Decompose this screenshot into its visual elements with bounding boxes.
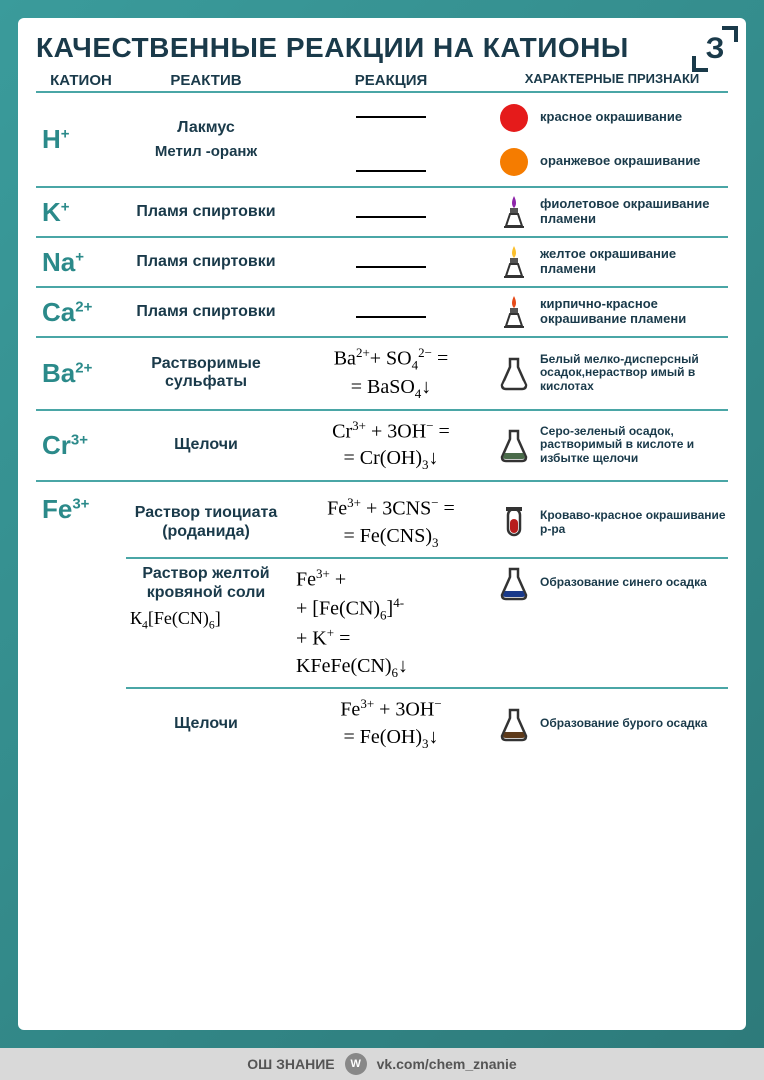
cation-label: Ba2+ bbox=[36, 358, 126, 389]
table-row: Fe3+ Раствор тиоциата (роданида) Fe3+ + … bbox=[36, 480, 728, 764]
flask-icon bbox=[496, 565, 532, 601]
reagent-cell: Раствор желтой кровяной соли К4[Fe(CN)6] bbox=[126, 565, 286, 631]
sign: оранжевое окрашивание bbox=[496, 144, 728, 180]
table-header-row: КАТИОН РЕАКТИВ РЕАКЦИЯ ХАРАКТЕРНЫЕ ПРИЗН… bbox=[36, 70, 728, 91]
table-row: Cr3+ Щелочи Cr3+ + 3OH− == Cr(OH)3↓ Серо… bbox=[36, 409, 728, 480]
sign: кирпично-красное окрашивание пламени bbox=[496, 294, 728, 330]
sign: Образование синего осадка bbox=[496, 565, 728, 601]
vk-icon: W bbox=[345, 1053, 367, 1075]
page-title: КАЧЕСТВЕННЫЕ РЕАКЦИИ НА КАТИОНЫ bbox=[36, 32, 728, 64]
reagent-cell: Пламя спиртовки bbox=[126, 203, 286, 221]
reagent-formula: К4[Fe(CN)6] bbox=[126, 608, 286, 632]
sign-text: Образование бурого осадка bbox=[540, 717, 707, 731]
footer: ОШ ЗНАНИЕ W vk.com/chem_znanie bbox=[0, 1048, 764, 1080]
reagent-text: Раствор желтой кровяной соли bbox=[126, 565, 286, 602]
table-row: Ba2+ Растворимые сульфаты Ba2++ SO42− ==… bbox=[36, 336, 728, 409]
dash-icon bbox=[356, 116, 426, 118]
reagent-cell: Пламя спиртовки bbox=[126, 253, 286, 271]
sign-text: Белый мелко-дисперсный осадок,нераствор … bbox=[540, 353, 728, 394]
sign: красное окрашивание bbox=[496, 100, 728, 136]
sign: желтое окрашивание пламени bbox=[496, 244, 728, 280]
burner-icon bbox=[496, 194, 532, 230]
reaction-cell bbox=[286, 299, 496, 326]
reaction-cell: Fe3+ ++ [Fe(CN)6]4-+ K+ =KFeFe(CN)6↓ bbox=[286, 565, 496, 681]
sub-row: Раствор тиоциата (роданида) Fe3+ + 3CNS−… bbox=[126, 488, 728, 557]
card: З КАЧЕСТВЕННЫЕ РЕАКЦИИ НА КАТИОНЫ КАТИОН… bbox=[18, 18, 746, 1030]
burner-icon bbox=[496, 244, 532, 280]
fe-subgroup: Раствор тиоциата (роданида) Fe3+ + 3CNS−… bbox=[126, 488, 728, 758]
sign-text: Серо-зеленый осадок, растворимый в кисло… bbox=[540, 425, 728, 466]
cation-label: Na+ bbox=[36, 247, 126, 278]
reaction-cell: Ba2++ SO42− == BaSO4↓ bbox=[286, 344, 496, 403]
sign-text: желтое окрашивание пламени bbox=[540, 247, 728, 277]
header-reaction: РЕАКЦИЯ bbox=[286, 72, 496, 89]
sign-text: красное окрашивание bbox=[540, 110, 682, 125]
cation-label: K+ bbox=[36, 197, 126, 228]
sign-text: Образование синего осадка bbox=[540, 576, 707, 590]
reagent-text: Лакмус bbox=[126, 119, 286, 137]
sign: Серо-зеленый осадок, растворимый в кисло… bbox=[496, 425, 728, 466]
sign-text: фиолетовое окрашивание пламени bbox=[540, 197, 728, 227]
dash-icon bbox=[356, 316, 426, 318]
reaction-cell: Fe3+ + 3CNS− == Fe(CNS)3 bbox=[286, 494, 496, 551]
reaction-cell bbox=[286, 249, 496, 276]
reagent-cell: Растворимые сульфаты bbox=[126, 355, 286, 392]
sign: Образование бурого осадка bbox=[496, 706, 728, 742]
table-row: H+ Лакмус Метил -оранж красное окрашиван… bbox=[36, 91, 728, 186]
reaction-cell: Cr3+ + 3OH− == Cr(OH)3↓ bbox=[286, 417, 496, 474]
corner-logo: З bbox=[694, 28, 736, 70]
reagent-cell: Раствор тиоциата (роданида) bbox=[126, 504, 286, 541]
sub-row: Раствор желтой кровяной соли К4[Fe(CN)6]… bbox=[126, 557, 728, 687]
footer-link: vk.com/chem_znanie bbox=[377, 1056, 517, 1072]
reagent-cell: Пламя спиртовки bbox=[126, 303, 286, 321]
table-row: Ca2+ Пламя спиртовки кирпично-красное ок… bbox=[36, 286, 728, 336]
sign-text: оранжевое окрашивание bbox=[540, 154, 700, 169]
flask-icon bbox=[496, 427, 532, 463]
sign: фиолетовое окрашивание пламени bbox=[496, 194, 728, 230]
cation-label: Cr3+ bbox=[36, 430, 126, 461]
sign: Белый мелко-дисперсный осадок,нераствор … bbox=[496, 353, 728, 394]
table-row: Na+ Пламя спиртовки желтое окрашивание п… bbox=[36, 236, 728, 286]
footer-brand: ОШ ЗНАНИЕ bbox=[247, 1056, 334, 1072]
header-cation: КАТИОН bbox=[36, 72, 126, 89]
sign: Кроваво-красное окрашивание р-ра bbox=[496, 505, 728, 541]
cation-label: H+ bbox=[36, 124, 126, 155]
reagent-text: Метил -оранж bbox=[126, 143, 286, 160]
cation-label: Ca2+ bbox=[36, 297, 126, 328]
header-signs: ХАРАКТЕРНЫЕ ПРИЗНАКИ bbox=[496, 72, 728, 89]
circle-icon bbox=[496, 144, 532, 180]
signs-cell: красное окрашивание оранжевое окрашивани… bbox=[496, 100, 728, 180]
flask-icon bbox=[496, 706, 532, 742]
table-row: K+ Пламя спиртовки фиолетовое окрашивани… bbox=[36, 186, 728, 236]
sub-row: Щелочи Fe3+ + 3OH−= Fe(OH)3↓ Образование… bbox=[126, 687, 728, 758]
flask-icon bbox=[496, 355, 532, 391]
burner-icon bbox=[496, 294, 532, 330]
sign-text: Кроваво-красное окрашивание р-ра bbox=[540, 509, 728, 537]
reaction-cell bbox=[286, 99, 496, 180]
tube-icon bbox=[496, 505, 532, 541]
dash-icon bbox=[356, 170, 426, 172]
reaction-cell bbox=[286, 199, 496, 226]
dash-icon bbox=[356, 216, 426, 218]
dash-icon bbox=[356, 266, 426, 268]
cation-label: Fe3+ bbox=[36, 488, 126, 525]
reagent-cell: Щелочи bbox=[126, 715, 286, 733]
circle-icon bbox=[496, 100, 532, 136]
reagent-cell: Щелочи bbox=[126, 436, 286, 454]
header-reagent: РЕАКТИВ bbox=[126, 72, 286, 89]
sign-text: кирпично-красное окрашивание пламени bbox=[540, 297, 728, 327]
reaction-cell: Fe3+ + 3OH−= Fe(OH)3↓ bbox=[286, 695, 496, 752]
reagent-cell: Лакмус Метил -оранж bbox=[126, 119, 286, 161]
